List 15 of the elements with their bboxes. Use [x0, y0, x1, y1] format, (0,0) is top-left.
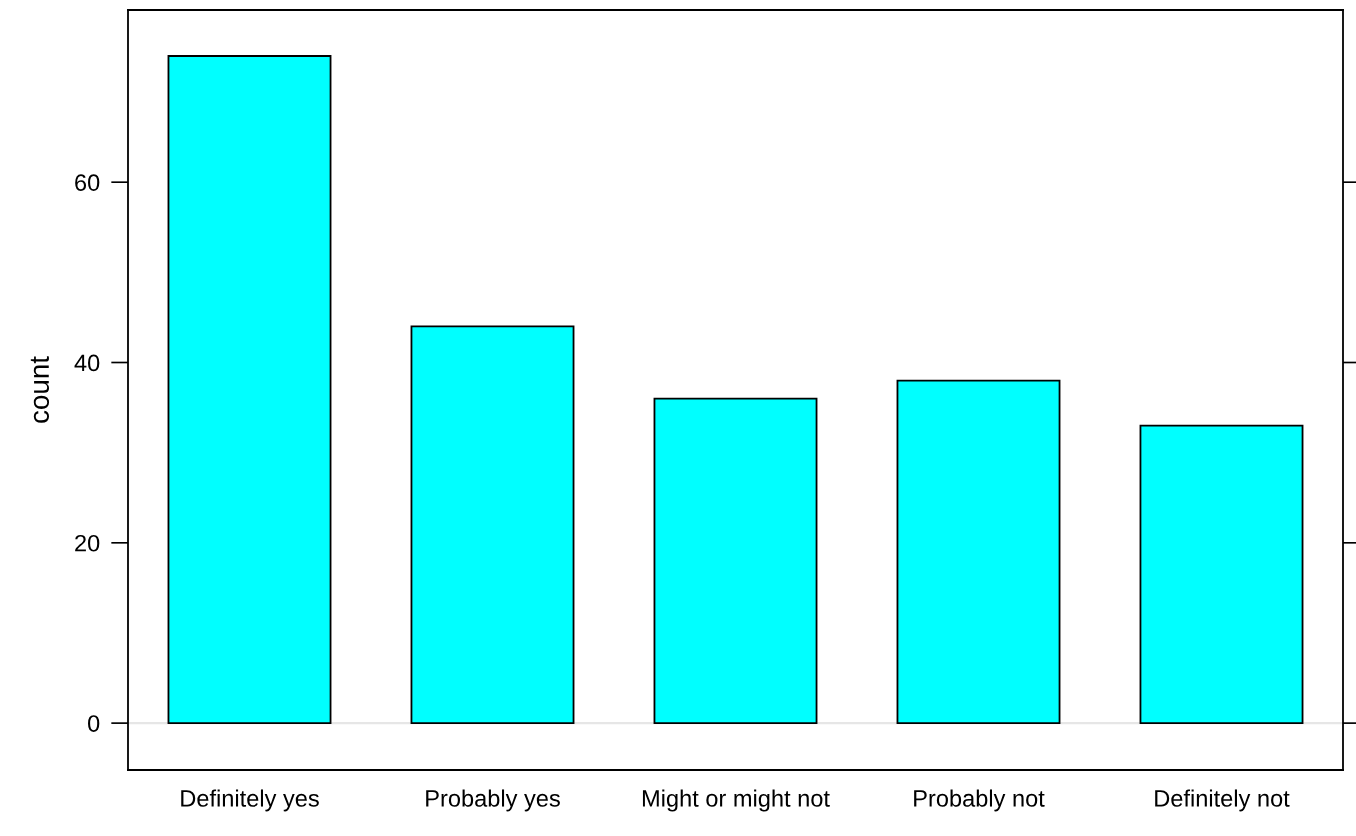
y-tick-label: 0 — [88, 715, 100, 732]
y-tick-label: 40 — [74, 354, 100, 372]
x-tick-label: Might or might not — [642, 789, 830, 812]
bar — [1139, 424, 1304, 725]
y-tick-label: 60 — [75, 174, 100, 191]
bar — [653, 397, 818, 725]
x-tick-label: Definitely yes — [181, 789, 319, 812]
y-axis-title: count — [30, 356, 50, 423]
x-tick-label: Probably not — [914, 789, 1045, 812]
bar — [896, 379, 1061, 725]
bar — [167, 55, 332, 725]
bar — [410, 325, 575, 725]
y-tick-label: 20 — [75, 534, 100, 552]
x-tick-label: Probably yes — [426, 789, 560, 812]
x-tick-label: Definitely not — [1155, 789, 1290, 812]
